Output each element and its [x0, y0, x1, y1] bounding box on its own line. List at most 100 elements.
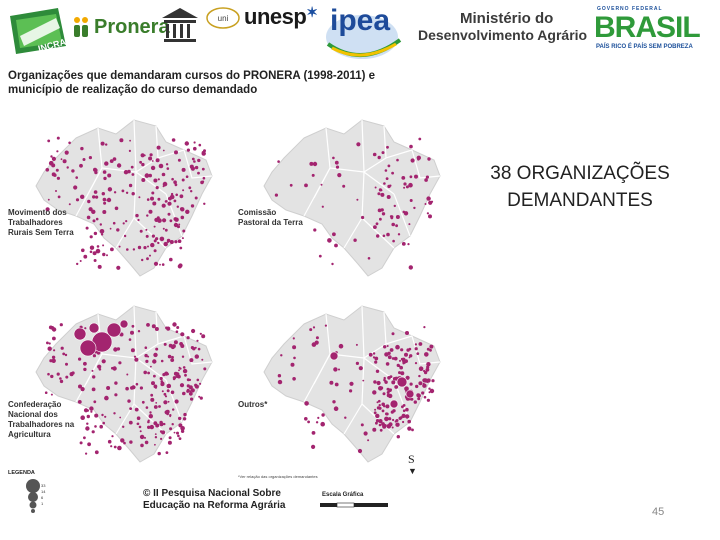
- course-location-dot: [403, 186, 406, 189]
- course-location-dot: [173, 222, 179, 228]
- course-location-dot: [292, 337, 295, 340]
- course-location-dot: [83, 254, 88, 259]
- course-location-dot: [134, 357, 139, 362]
- course-location-dot: [117, 445, 122, 451]
- course-location-dot: [384, 380, 388, 384]
- course-location-dot: [324, 324, 327, 327]
- course-location-dot: [423, 370, 428, 375]
- state-border: [313, 353, 331, 385]
- course-location-dot: [119, 416, 122, 419]
- course-location-dot: [332, 232, 336, 237]
- course-location-dot: [155, 423, 160, 428]
- course-location-dot: [385, 412, 388, 416]
- course-location-dot: [377, 208, 382, 213]
- course-location-dot: [387, 355, 392, 360]
- course-location-dot: [141, 162, 145, 167]
- course-location-dot: [334, 382, 339, 387]
- course-location-dot: [334, 160, 339, 165]
- course-location-dot: [56, 150, 59, 153]
- course-location-dot: [166, 383, 172, 389]
- course-location-dot: [153, 374, 156, 378]
- brasil-slogan: PAÍS RICO É PAÍS SEM POBREZA: [596, 44, 693, 50]
- course-location-dot: [135, 213, 139, 218]
- course-location-dot: [81, 248, 85, 253]
- state-border: [183, 335, 213, 365]
- course-location-dot: [186, 388, 190, 392]
- course-location-dot: [378, 404, 381, 407]
- course-location-dot: [113, 347, 118, 352]
- course-location-dot: [400, 348, 404, 352]
- course-location-dot: [179, 383, 185, 388]
- course-location-dot: [171, 177, 174, 181]
- course-location-dot: [141, 178, 146, 182]
- course-location-dot: [381, 212, 386, 216]
- course-location-dot: [149, 153, 153, 157]
- course-location-dot: [97, 264, 102, 269]
- course-location-dot: [171, 138, 176, 142]
- state-border: [411, 335, 441, 365]
- course-location-dot: [375, 413, 380, 419]
- course-location-dot: [175, 193, 178, 197]
- course-location-dot: [396, 376, 408, 388]
- course-location-dot: [424, 203, 427, 205]
- course-location-dot: [385, 362, 390, 366]
- course-location-dot: [292, 377, 296, 381]
- course-location-dot: [73, 185, 78, 190]
- course-location-dot: [161, 172, 166, 177]
- course-location-dot: [136, 422, 140, 426]
- course-location-dot: [96, 245, 100, 248]
- mda-logo-line1: Ministério do: [460, 10, 554, 27]
- course-location-dot: [183, 412, 187, 417]
- course-location-dot: [199, 332, 202, 335]
- course-location-dot: [425, 367, 430, 372]
- course-location-dot: [320, 183, 323, 186]
- course-location-dot: [395, 344, 400, 350]
- course-location-dot: [105, 143, 108, 146]
- course-location-dot: [392, 409, 396, 413]
- course-location-dot: [86, 422, 89, 425]
- course-location-dot: [411, 428, 414, 432]
- course-location-dot: [151, 234, 155, 238]
- course-location-dot: [88, 156, 92, 160]
- course-location-dot: [386, 232, 390, 237]
- unesp-star-icon: ✶: [306, 4, 318, 20]
- course-location-dot: [203, 367, 207, 371]
- course-location-dot: [137, 330, 141, 333]
- course-location-dot: [395, 224, 398, 228]
- course-location-dot: [146, 257, 149, 261]
- course-location-dot: [386, 145, 389, 149]
- course-location-dot: [172, 408, 175, 411]
- course-location-dot: [405, 407, 409, 412]
- course-location-dot: [165, 451, 169, 454]
- course-location-dot: [75, 198, 80, 202]
- course-location-dot: [416, 352, 420, 355]
- course-location-dot: [194, 354, 199, 359]
- course-location-dot: [397, 233, 401, 236]
- course-location-dot: [94, 413, 99, 418]
- course-location-dot: [59, 323, 63, 327]
- course-location-dot: [201, 358, 204, 361]
- course-location-dot: [193, 141, 196, 144]
- state-border: [85, 353, 103, 385]
- course-location-dot: [353, 238, 357, 242]
- course-location-dot: [424, 178, 428, 182]
- course-location-dot: [186, 378, 190, 382]
- course-location-dot: [86, 414, 91, 419]
- course-location-dot: [146, 323, 150, 327]
- course-location-dot: [159, 376, 163, 381]
- course-location-dot: [171, 344, 176, 349]
- course-location-dot: [167, 440, 172, 445]
- course-location-dot: [176, 205, 179, 208]
- course-location-dot: [93, 231, 98, 236]
- course-location-dot: [331, 262, 334, 266]
- course-location-dot: [125, 386, 129, 391]
- course-location-dot: [130, 348, 135, 353]
- course-location-dot: [151, 381, 155, 386]
- course-location-dot: [196, 378, 200, 382]
- course-location-dot: [404, 352, 408, 357]
- course-location-dot: [60, 346, 64, 350]
- course-location-dot: [92, 195, 96, 199]
- course-location-dot: [152, 359, 157, 364]
- course-location-dot: [391, 222, 395, 227]
- course-location-dot: [99, 223, 103, 226]
